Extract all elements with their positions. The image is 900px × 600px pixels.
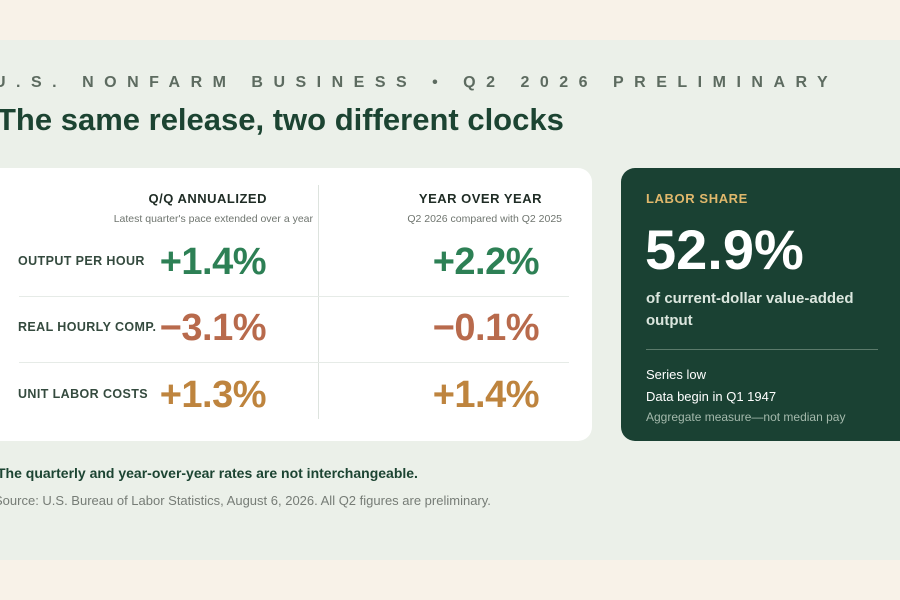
rates-table-card	[0, 168, 592, 441]
value-output-per-hour-yoy: +2.2%	[432, 241, 540, 283]
column-divider	[318, 185, 319, 419]
value-unit-labor-costs-yoy: +1.4%	[432, 374, 540, 416]
row-divider	[19, 362, 569, 363]
labor-share-label: LABOR SHARE	[646, 191, 748, 206]
labor-share-card	[621, 168, 900, 441]
labor-share-note-series-low: Series low	[646, 367, 706, 382]
labor-share-divider	[646, 349, 878, 350]
column-header-qq: Q/Q ANNUALIZED	[148, 191, 267, 206]
column-subtitle-yoy: Q2 2026 compared with Q2 2025	[407, 213, 562, 225]
row-label-unit-labor-costs: UNIT LABOR COSTS	[18, 387, 149, 401]
labor-share-description: of current-dollar value-added output	[646, 290, 854, 329]
labor-share-footnote: Aggregate measure—not median pay	[646, 410, 846, 424]
row-divider	[19, 296, 569, 297]
labor-share-value: 52.9%	[645, 218, 804, 281]
column-header-yoy: YEAR OVER YEAR	[418, 191, 542, 206]
takeaway-text: The quarterly and year-over-year rates a…	[0, 465, 418, 481]
value-output-per-hour-qq: +1.4%	[159, 241, 267, 283]
column-subtitle-qq: Latest quarter's pace extended over a ye…	[113, 213, 313, 225]
value-unit-labor-costs-qq: +1.3%	[159, 374, 267, 416]
value-real-hourly-comp-qq: −3.1%	[159, 307, 267, 349]
row-label-real-hourly-comp: REAL HOURLY COMP.	[18, 320, 157, 334]
eyebrow-label: U.S. NONFARM BUSINESS • Q2 2026 PRELIMIN…	[0, 74, 839, 91]
page-title: The same release, two different clocks	[0, 102, 564, 137]
source-note: Source: U.S. Bureau of Labor Statistics,…	[0, 493, 491, 508]
labor-share-note-data-begin: Data begin in Q1 1947	[646, 389, 777, 404]
row-label-output-per-hour: OUTPUT PER HOUR	[18, 254, 145, 268]
value-real-hourly-comp-yoy: −0.1%	[432, 307, 540, 349]
